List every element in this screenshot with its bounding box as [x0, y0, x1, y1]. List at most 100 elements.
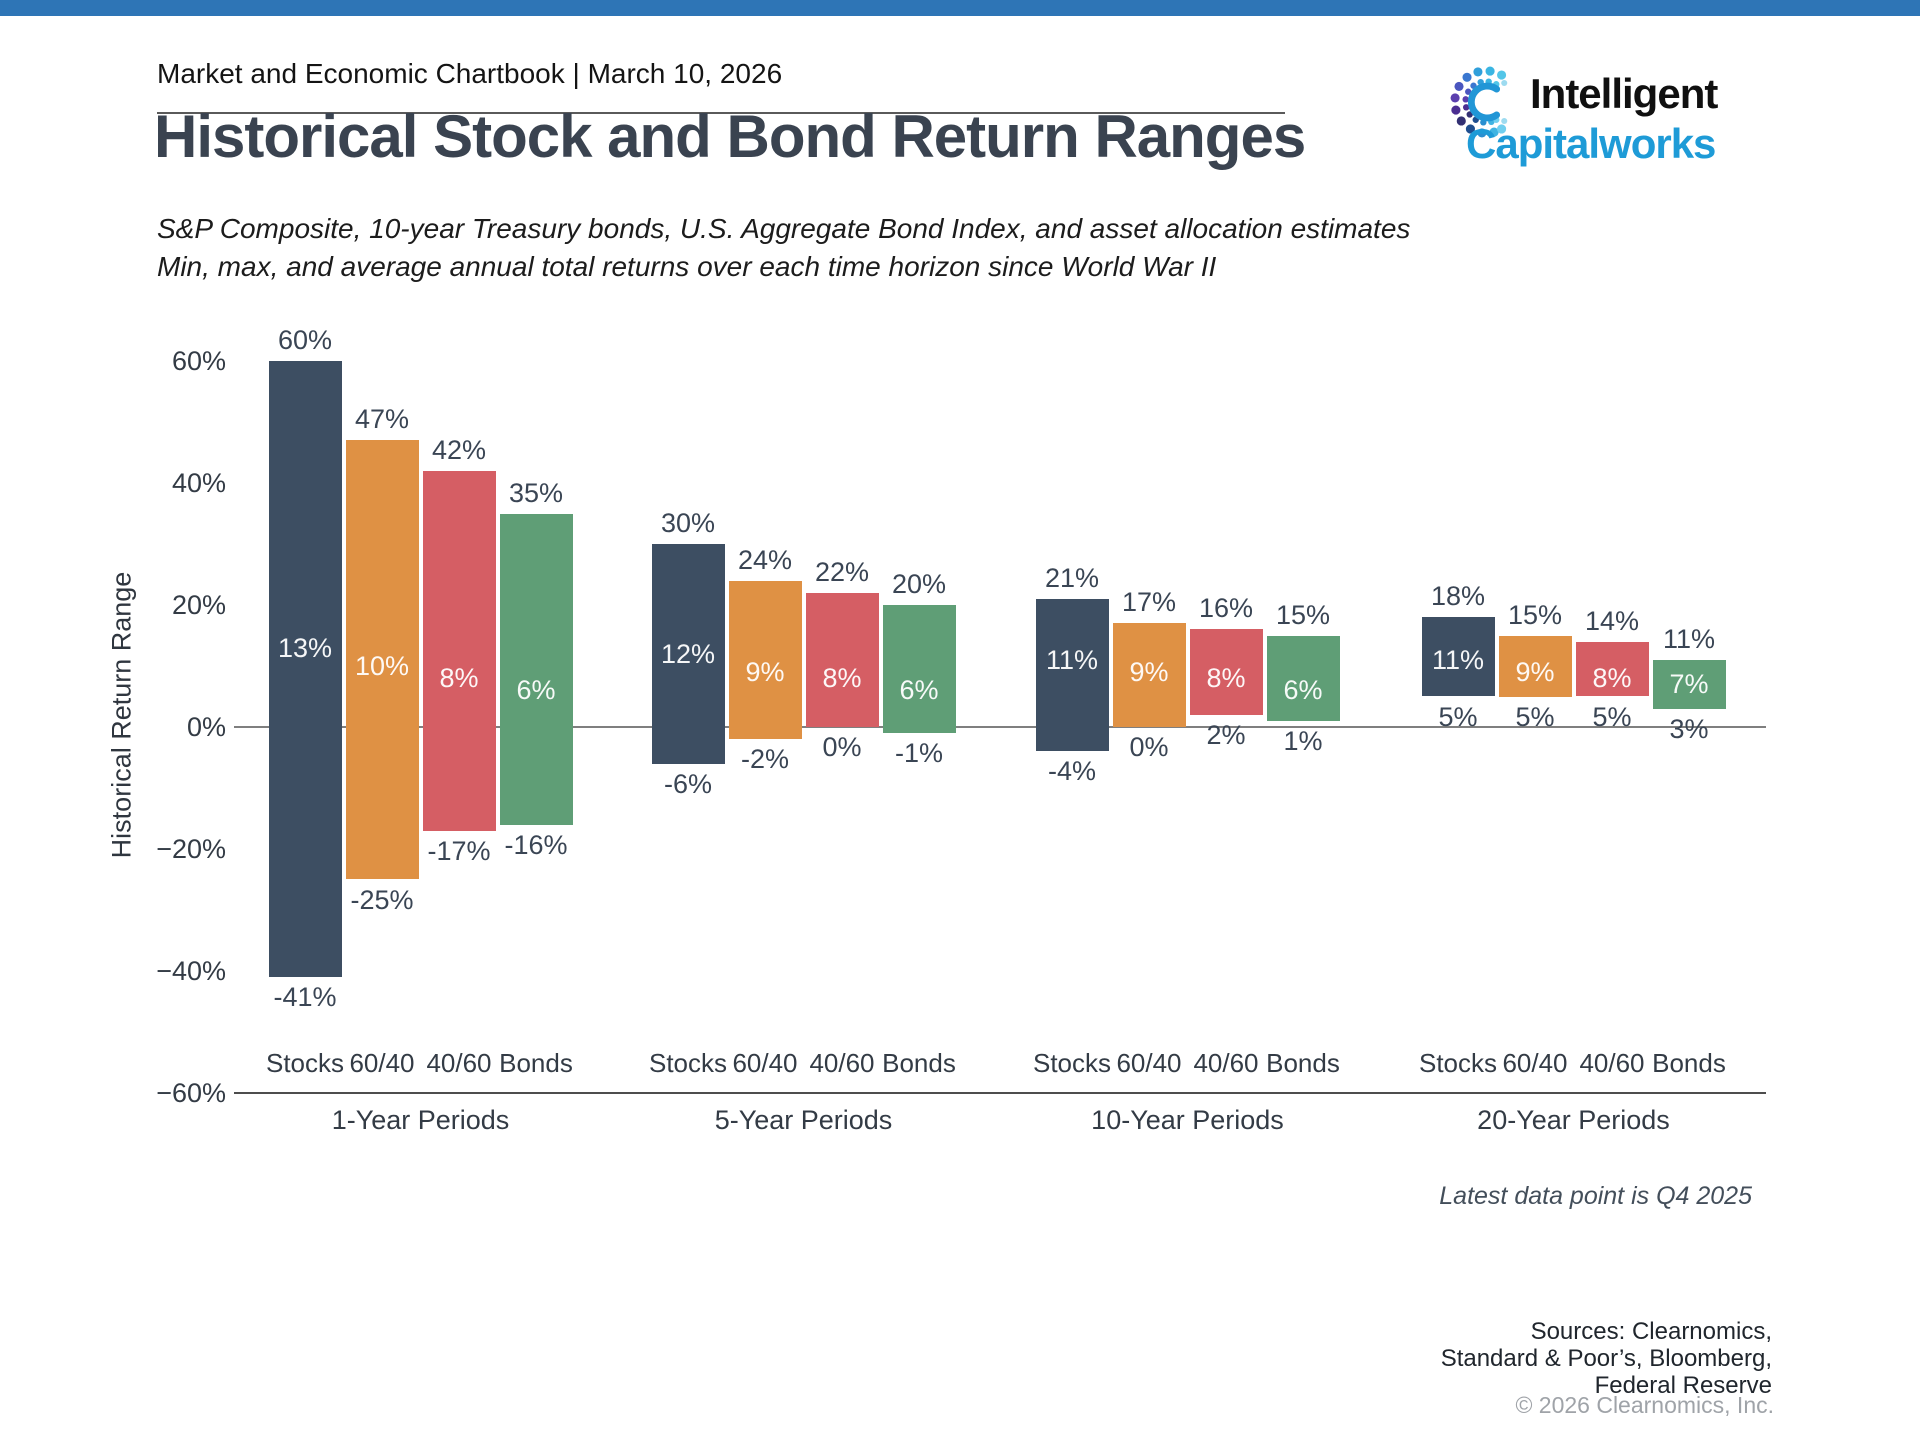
bar-min-label: -25%: [350, 884, 414, 915]
y-tick-label: 40%: [171, 468, 226, 498]
x-tick-label: 40/60: [1579, 1048, 1645, 1078]
x-tick-label: 60/40: [732, 1048, 798, 1078]
bar-min-label: 0%: [1129, 732, 1169, 762]
bar-max-label: 60%: [277, 325, 333, 355]
group-label: 20-Year Periods: [1477, 1105, 1670, 1135]
bar-min-label: 0%: [822, 732, 862, 762]
bar-max-label: 30%: [660, 508, 716, 538]
bar-min-label: -16%: [504, 829, 568, 860]
bar-avg-label: 8%: [822, 663, 862, 694]
bar-min-label: 5%: [1515, 701, 1555, 732]
bar: [1189, 629, 1263, 715]
bar-avg-label: 9%: [1129, 657, 1169, 688]
bar-avg-label: 12%: [660, 638, 716, 669]
y-tick-label: −60%: [156, 1078, 226, 1108]
x-tick-label: 60/40: [1116, 1048, 1182, 1078]
bar-avg-label: 6%: [516, 675, 556, 706]
group-label: 5-Year Periods: [714, 1105, 893, 1135]
y-tick-label: −20%: [156, 834, 226, 864]
x-axis-baseline: [234, 1092, 1766, 1094]
x-tick-label: Bonds: [1652, 1048, 1726, 1078]
bar: [805, 592, 879, 727]
bar-avg-label: 7%: [1669, 669, 1709, 700]
bar: [882, 605, 956, 734]
bar-min-label: -17%: [427, 835, 491, 866]
bar: [1112, 623, 1186, 727]
bar-min-label: -6%: [663, 768, 712, 799]
bar-min-label: -41%: [273, 982, 337, 1013]
bar: [651, 544, 725, 764]
chartbook-kicker: Market and Economic Chartbook | March 10…: [157, 58, 783, 89]
page-title: Historical Stock and Bond Return Ranges: [154, 103, 1306, 170]
bar-max-label: 20%: [891, 569, 947, 599]
x-tick-label: 40/60: [426, 1048, 492, 1078]
bar: [345, 440, 419, 880]
bar: [1498, 635, 1572, 697]
bar-max-label: 15%: [1507, 599, 1563, 630]
bar-min-label: 2%: [1206, 719, 1246, 750]
bar-min-label: 3%: [1669, 713, 1709, 744]
bar-avg-label: 11%: [1431, 644, 1485, 675]
subtitle-line-1: S&P Composite, 10-year Treasury bonds, U…: [157, 213, 1411, 244]
logo-text-capitalworks: Capitalworks: [1466, 120, 1716, 167]
bar-min-label: -2%: [740, 744, 789, 775]
bar: [728, 580, 802, 740]
x-tick-label: Bonds: [1266, 1048, 1340, 1078]
bar-max-label: 18%: [1430, 581, 1486, 612]
top-accent-bar: [0, 0, 1920, 16]
bar: [1421, 617, 1495, 697]
sources-block: Sources: Clearnomics, Standard & Poor’s,…: [1441, 1318, 1772, 1399]
bar-min-label: -1%: [894, 738, 943, 769]
bar-avg-label: 10%: [354, 651, 410, 681]
x-tick-label: 60/40: [1502, 1048, 1568, 1078]
bar: [268, 361, 342, 978]
x-tick-label: Stocks: [1032, 1048, 1112, 1078]
bar-min-label: 5%: [1592, 701, 1632, 732]
copyright-note: © 2026 Clearnomics, Inc.: [1515, 1392, 1774, 1418]
x-tick-label: 40/60: [809, 1048, 875, 1078]
bar-avg-label: 8%: [1592, 663, 1632, 694]
bar-min-label: -4%: [1047, 756, 1096, 787]
bar-avg-label: 9%: [745, 657, 785, 688]
bar-avg-label: 6%: [899, 675, 939, 706]
sources-line-1: Sources: Clearnomics,: [1530, 1318, 1772, 1345]
bar: [422, 470, 496, 831]
group-label: 10-Year Periods: [1091, 1105, 1284, 1135]
company-logo: Intelligent Capitalworks: [1448, 58, 1778, 188]
bar: [1266, 635, 1340, 721]
y-tick-label: 0%: [186, 712, 226, 742]
bar-avg-label: 9%: [1515, 657, 1555, 688]
bar: [1652, 659, 1726, 709]
x-tick-label: Bonds: [499, 1048, 573, 1078]
bar-max-label: 14%: [1584, 605, 1640, 636]
bar: [1575, 641, 1649, 697]
x-tick-label: Stocks: [648, 1048, 728, 1078]
sources-line-3: Federal Reserve: [1594, 1372, 1772, 1399]
bar-max-label: 42%: [431, 434, 487, 465]
y-tick-label: 60%: [171, 346, 226, 376]
logo-burst-icon: [1450, 66, 1508, 138]
bar: [499, 513, 573, 825]
sources-line-2: Standard & Poor’s, Bloomberg,: [1440, 1345, 1772, 1372]
chart-subtitle: S&P Composite, 10-year Treasury bonds, U…: [157, 210, 1410, 286]
bar-max-label: 16%: [1198, 593, 1254, 624]
bar-max-label: 11%: [1662, 623, 1716, 654]
x-tick-label: Bonds: [882, 1048, 956, 1078]
bar: [1035, 598, 1109, 752]
bar-max-label: 24%: [737, 544, 793, 575]
bar-min-label: 1%: [1283, 725, 1323, 756]
x-tick-label: 40/60: [1193, 1048, 1259, 1078]
logo-text-intelligent: Intelligent: [1530, 70, 1718, 117]
bar-min-label: 5%: [1438, 701, 1478, 732]
x-tick-label: 60/40: [349, 1048, 415, 1078]
x-tick-label: Stocks: [1418, 1048, 1498, 1078]
bar-max-label: 47%: [354, 404, 410, 435]
latest-data-note: Latest data point is Q4 2025: [1439, 1182, 1752, 1210]
bar-max-label: 17%: [1121, 587, 1177, 618]
header-divider: [157, 112, 1285, 114]
bar-avg-label: 13%: [277, 632, 333, 663]
subtitle-line-2: Min, max, and average annual total retur…: [157, 251, 1217, 282]
bar-avg-label: 8%: [439, 663, 479, 694]
zero-gridline: [234, 726, 1766, 728]
